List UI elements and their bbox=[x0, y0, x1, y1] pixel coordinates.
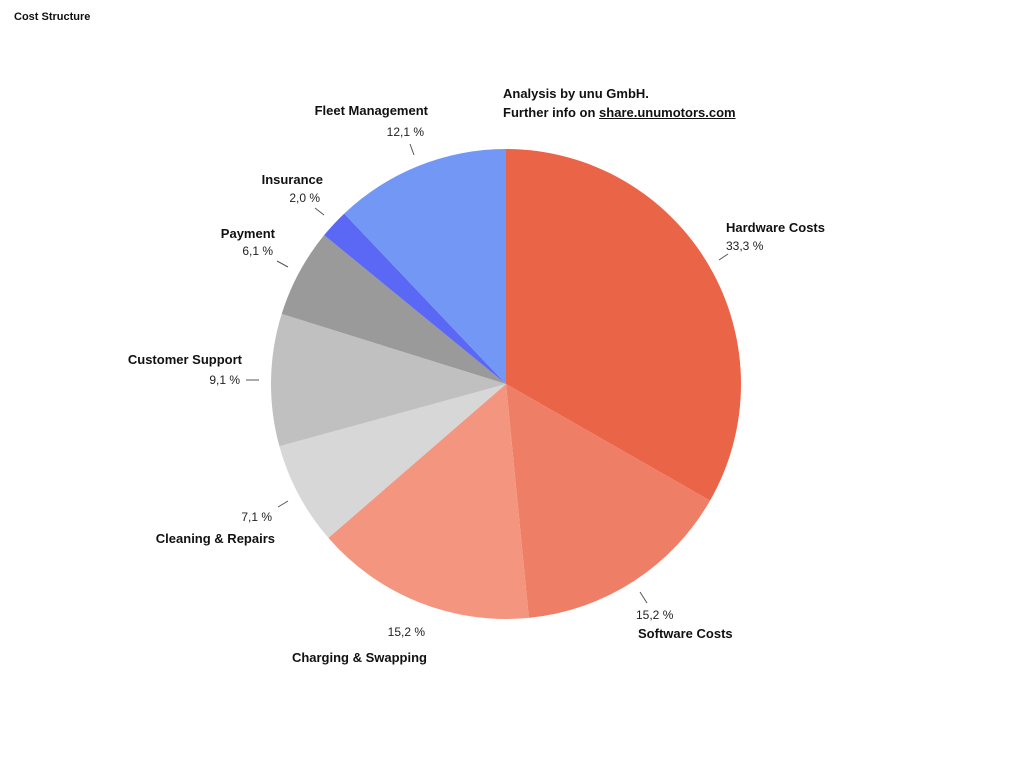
slice-value-hardware-costs: 33,3 % bbox=[726, 239, 764, 253]
leader-line-payment bbox=[276, 260, 289, 268]
leader-line-insurance bbox=[314, 207, 325, 216]
pie-slice-customer-support[interactable] bbox=[271, 313, 506, 447]
pie-slice-charging-swapping[interactable] bbox=[328, 384, 529, 620]
slice-label-hardware-costs: Hardware Costs bbox=[726, 220, 825, 235]
source-note-line2: Further info on share.unumotors.com bbox=[503, 103, 736, 122]
pie-labels: Hardware Costs 33,3 % Software Costs 15,2 %… bbox=[128, 103, 825, 665]
slice-label-insurance: Insurance bbox=[262, 172, 323, 187]
slice-value-charging-swapping: 15,2 % bbox=[388, 625, 426, 639]
leader-line-fleet-management bbox=[409, 143, 415, 156]
pie-slice-insurance[interactable] bbox=[324, 213, 506, 384]
slice-value-fleet-management: 12,1 % bbox=[387, 125, 425, 139]
slice-label-charging-swapping: Charging & Swapping bbox=[292, 650, 427, 665]
pie-slice-hardware-costs[interactable] bbox=[506, 148, 742, 501]
slice-value-cleaning-repairs: 7,1 % bbox=[241, 510, 272, 524]
leader-line-cleaning-repairs bbox=[277, 500, 289, 508]
page-title: Cost Structure bbox=[14, 11, 91, 23]
pie-slice-fleet-management[interactable] bbox=[344, 149, 506, 384]
pie-slice-software-costs[interactable] bbox=[506, 384, 711, 618]
source-note: Analysis by unu GmbH. Further info on sh… bbox=[503, 84, 736, 122]
slice-label-software-costs: Software Costs bbox=[638, 626, 733, 641]
pie-slices bbox=[271, 148, 742, 620]
slice-label-fleet-management: Fleet Management bbox=[315, 103, 429, 118]
pie-slice-cleaning-repairs[interactable] bbox=[279, 384, 506, 538]
slice-value-insurance: 2,0 % bbox=[289, 191, 320, 205]
slice-label-customer-support: Customer Support bbox=[128, 352, 243, 367]
source-link[interactable]: share.unumotors.com bbox=[599, 105, 736, 120]
slice-label-cleaning-repairs: Cleaning & Repairs bbox=[156, 531, 275, 546]
source-note-line1: Analysis by unu GmbH. bbox=[503, 86, 649, 101]
slice-value-customer-support: 9,1 % bbox=[209, 373, 240, 387]
source-note-prefix: Further info on bbox=[503, 105, 600, 120]
slice-label-payment: Payment bbox=[221, 226, 276, 241]
slice-value-payment: 6,1 % bbox=[242, 244, 273, 258]
pie-slice-payment[interactable] bbox=[281, 235, 506, 384]
leader-line-hardware-costs bbox=[718, 253, 729, 261]
leader-line-software-costs bbox=[639, 591, 648, 604]
slice-value-software-costs: 15,2 % bbox=[636, 608, 674, 622]
